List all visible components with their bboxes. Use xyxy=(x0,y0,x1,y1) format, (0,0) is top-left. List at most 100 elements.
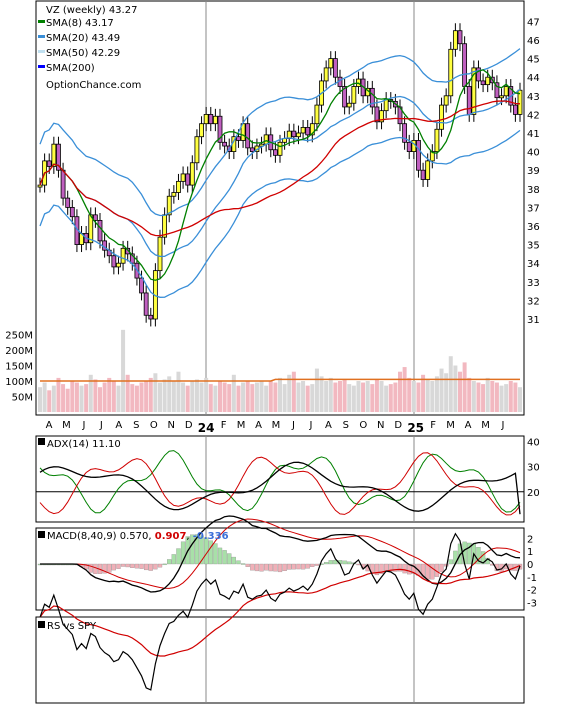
volume-ytick: 100M xyxy=(5,377,33,388)
volume-bar xyxy=(167,376,172,412)
volume-bar xyxy=(204,377,209,412)
candle-body xyxy=(379,110,384,123)
macd-histogram-bar xyxy=(430,563,435,580)
volume-ytick: 150M xyxy=(5,362,33,373)
x-tick-label: A xyxy=(325,420,332,431)
price-ytick: 45 xyxy=(527,55,540,66)
candle-body xyxy=(212,115,218,125)
macd-histogram-bar xyxy=(379,563,384,574)
volume-bar xyxy=(490,381,495,412)
x-tick-label: O xyxy=(359,420,367,431)
macd-histogram-bar xyxy=(374,563,380,576)
minus-di-line xyxy=(39,452,521,516)
volume-bar xyxy=(264,385,269,412)
candle-body xyxy=(194,136,200,164)
volume-bar xyxy=(254,382,259,412)
volume-bar xyxy=(158,382,162,412)
x-tick-label: M xyxy=(62,420,71,431)
macd-histogram-bar xyxy=(333,559,338,565)
legend-title: VZ (weekly) 43.27 xyxy=(46,5,137,16)
volume-bar xyxy=(222,382,227,412)
volume-bar xyxy=(398,371,402,412)
macd-histogram-bar xyxy=(180,541,186,565)
macd-histogram-bar xyxy=(162,563,167,566)
volume-bar xyxy=(227,384,232,412)
volume-ytick: 250M xyxy=(5,331,33,342)
macd-histogram-bar xyxy=(310,563,315,567)
volume-bar xyxy=(384,385,389,412)
candle-body xyxy=(185,173,191,186)
macd-histogram-bar xyxy=(480,551,486,565)
volume-bar xyxy=(199,382,204,412)
candle-body xyxy=(406,141,412,153)
volume-bar xyxy=(393,382,398,412)
price-ytick: 42 xyxy=(527,110,540,121)
candle-body xyxy=(120,247,126,264)
macd-histogram-bar xyxy=(213,543,218,565)
candle-body xyxy=(176,180,181,193)
macd-histogram-bar xyxy=(125,563,130,568)
volume-bar xyxy=(231,374,236,412)
macd-histogram-bar xyxy=(508,563,513,571)
macd-line xyxy=(40,515,521,593)
volume-bar xyxy=(107,377,112,412)
x-tick-label: M xyxy=(237,420,246,431)
macd-histogram-bar xyxy=(296,563,301,570)
candle-body xyxy=(439,104,444,130)
legend: VZ (weekly) 43.27 SMA(8) 43.17 SMA(20) 4… xyxy=(38,2,173,94)
volume-bar xyxy=(213,385,218,412)
macd-histogram-bar xyxy=(171,554,176,565)
macd-histogram-bar xyxy=(250,563,255,571)
volume-bar xyxy=(379,381,384,412)
volume-bar xyxy=(365,381,370,412)
x-tick-label: F xyxy=(221,420,227,431)
volume-bar xyxy=(88,374,93,412)
adx-ytick: 30 xyxy=(527,463,540,474)
macd-histogram-bar xyxy=(342,560,347,565)
volume-bar xyxy=(476,382,481,412)
candle-body xyxy=(166,195,172,216)
volume-bar xyxy=(499,385,504,412)
macd-label: MACD(8,40,9) 0.570, xyxy=(47,531,152,542)
legend-swatch-sma50 xyxy=(38,50,45,53)
candle-body xyxy=(46,160,52,167)
volume-ytick: 200M xyxy=(5,346,33,357)
volume-bar xyxy=(130,384,135,412)
x-tick-label: A xyxy=(46,420,53,431)
candle-body xyxy=(328,58,334,69)
volume-bar xyxy=(245,381,250,412)
macd-histogram-bar xyxy=(102,563,107,574)
rs-title: RS vs SPY xyxy=(47,621,97,632)
volume-bar xyxy=(416,382,421,412)
x-tick-label: J xyxy=(291,420,295,431)
volume-bar xyxy=(61,384,66,412)
candle-body xyxy=(171,192,177,197)
price-ytick: 33 xyxy=(527,278,540,289)
macd-histogram-bar xyxy=(245,563,250,567)
legend-bg xyxy=(38,2,173,94)
macd-histogram-bar xyxy=(402,563,407,574)
volume-bar xyxy=(328,377,333,412)
macd-hist-value: -0.336 xyxy=(193,531,229,542)
x-tick-label: D xyxy=(394,420,402,431)
candle-body xyxy=(222,141,228,147)
macd-ytick: 1 xyxy=(527,547,533,558)
legend-sma200: SMA(200) xyxy=(46,63,95,74)
candle-body xyxy=(277,141,283,156)
macd-histogram-bar xyxy=(116,563,121,569)
volume-bar xyxy=(374,379,379,412)
volume-bar xyxy=(388,384,393,412)
volume-bar xyxy=(458,371,462,412)
volume-bar xyxy=(301,381,306,412)
candle-body xyxy=(476,67,481,82)
volume-bar xyxy=(42,382,47,412)
macd-histogram-bar xyxy=(84,563,89,570)
x-tick-label: J xyxy=(99,420,103,431)
volume-bar xyxy=(121,329,126,412)
volume-bar xyxy=(434,376,439,412)
candle-body xyxy=(503,86,509,97)
macd-histogram-bar xyxy=(314,563,320,566)
volume-bar xyxy=(518,387,522,412)
volume-bar xyxy=(338,381,342,412)
macd-histogram-bar xyxy=(393,563,398,572)
